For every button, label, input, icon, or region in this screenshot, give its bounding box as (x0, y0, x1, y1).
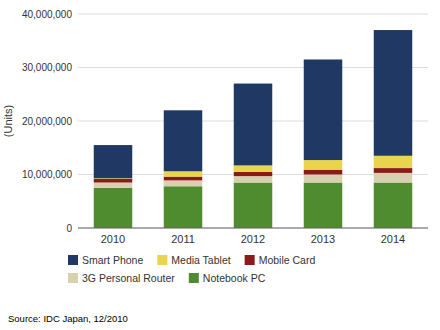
y-tick-label: 20,000,000 (22, 116, 72, 127)
bar-segment (304, 170, 343, 175)
bar-segment (94, 183, 133, 188)
y-axis-label: (Units) (2, 105, 14, 137)
bar-segment (94, 188, 133, 228)
legend-swatch (189, 273, 199, 283)
x-axis-line (78, 228, 428, 229)
x-tick-label: 2011 (171, 233, 195, 245)
bar-segment (304, 59, 343, 160)
bar-segment (374, 156, 413, 168)
x-tick-label: 2012 (241, 233, 265, 245)
x-tick-label: 2013 (311, 233, 335, 245)
y-tick-label: 30,000,000 (22, 62, 72, 73)
x-tick-label: 2010 (101, 233, 125, 245)
bar-segment (234, 165, 273, 171)
bar-segment (164, 177, 203, 181)
legend-swatch (68, 273, 78, 283)
y-tick-label: 0 (66, 223, 72, 234)
chart: 0 10,000,000 20,000,000 30,000,000 40,000,00… (0, 0, 440, 330)
bar-segment (374, 183, 413, 228)
bar-segment (94, 145, 133, 178)
bar-segment (374, 168, 413, 173)
bar-segment (304, 183, 343, 228)
bar-segment (304, 175, 343, 183)
bar-segment (374, 173, 413, 183)
y-tick-label: 10,000,000 (22, 169, 72, 180)
grid-line (78, 228, 428, 229)
bar-segment (164, 180, 203, 186)
bar-segment (234, 84, 273, 166)
legend-entry: Mobile Card (259, 254, 316, 266)
x-tick-label: 2014 (381, 233, 405, 245)
bar-segment (164, 110, 203, 171)
bar-segment (94, 179, 133, 183)
bar-segment (304, 160, 343, 170)
legend-entry: Smart Phone (82, 254, 143, 266)
bars (94, 30, 413, 228)
bar-segment (164, 171, 203, 176)
legend-entry: Media Tablet (171, 254, 230, 266)
bar-segment (164, 186, 203, 228)
legend-swatch (245, 255, 255, 265)
bar-segment (234, 176, 273, 182)
bar-segment (234, 183, 273, 228)
bar-segment (374, 30, 413, 156)
legend-swatch (157, 255, 167, 265)
legend-swatch (68, 255, 78, 265)
bar-segment (234, 172, 273, 176)
legend: Smart Phone Media Tablet Mobile Card 3G Per… (68, 254, 315, 284)
legend-entry: 3G Personal Router (82, 272, 175, 284)
legend-entry: Notebook PC (203, 272, 266, 284)
grid-line (78, 14, 428, 15)
y-tick-label: 40,000,000 (22, 9, 72, 20)
annotation: Source: IDC Japan, 12/2010 (8, 313, 128, 324)
